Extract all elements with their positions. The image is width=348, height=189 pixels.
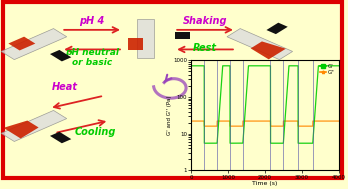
- Text: Rest: Rest: [193, 43, 217, 53]
- Polygon shape: [227, 29, 293, 60]
- Text: pH 4: pH 4: [79, 16, 105, 26]
- Polygon shape: [3, 121, 39, 139]
- Text: pH neutral
or basic: pH neutral or basic: [65, 48, 119, 67]
- Polygon shape: [175, 32, 190, 39]
- Text: Heat: Heat: [52, 82, 78, 92]
- Polygon shape: [1, 29, 67, 60]
- Polygon shape: [267, 23, 288, 34]
- Text: Shaking: Shaking: [183, 16, 227, 26]
- Polygon shape: [50, 132, 71, 143]
- Polygon shape: [1, 110, 67, 142]
- Polygon shape: [128, 38, 143, 50]
- Text: Cooling: Cooling: [75, 127, 116, 137]
- Polygon shape: [251, 41, 286, 59]
- Polygon shape: [8, 37, 35, 50]
- Polygon shape: [50, 50, 71, 61]
- Polygon shape: [136, 19, 154, 58]
